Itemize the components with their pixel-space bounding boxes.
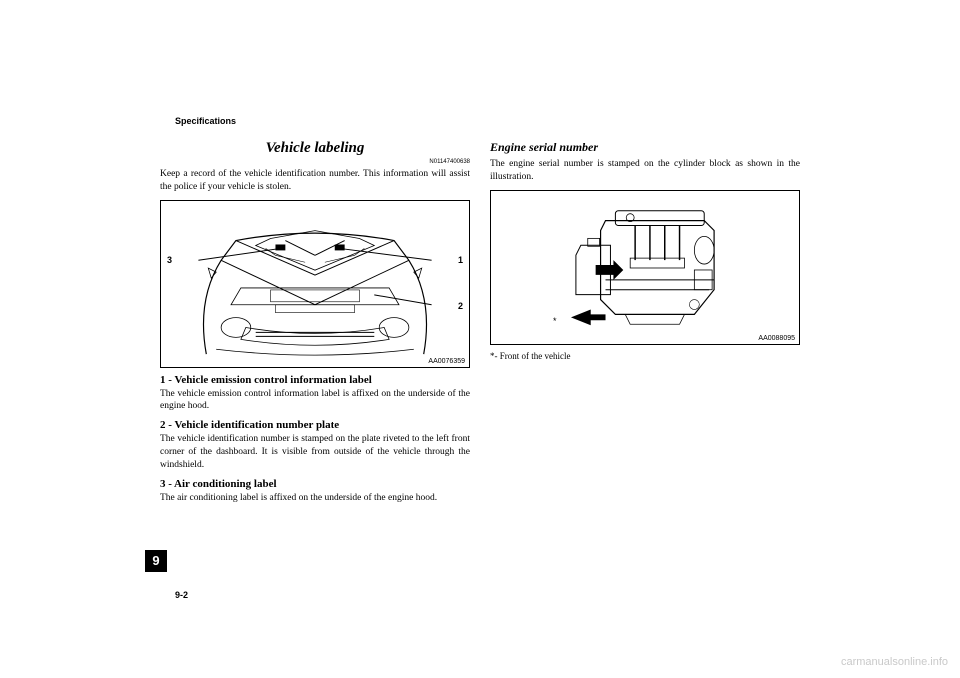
section-1-heading: 1 - Vehicle emission control information… xyxy=(160,374,470,386)
section-2-heading: 2 - Vehicle identification number plate xyxy=(160,419,470,431)
chapter-header: Specifications xyxy=(175,116,236,126)
figure-id-1: AA0076359 xyxy=(428,358,465,365)
section-3-heading: 3 - Air conditioning label xyxy=(160,478,470,490)
page-number: 9-2 xyxy=(175,590,188,600)
section-1-text: The vehicle emission control information… xyxy=(160,388,470,414)
intro-text: Keep a record of the vehicle identificat… xyxy=(160,168,470,194)
vehicle-hood-svg xyxy=(161,201,469,367)
vehicle-hood-figure: 1 2 3 AA0076359 xyxy=(160,200,470,368)
callout-1: 1 xyxy=(458,255,463,265)
callout-2: 2 xyxy=(458,301,463,311)
left-column: Vehicle labeling N01147400638 Keep a rec… xyxy=(160,140,470,511)
watermark: carmanualsonline.info xyxy=(841,656,948,668)
section-3-text: The air conditioning label is affixed on… xyxy=(160,492,470,505)
footnote: *- Front of the vehicle xyxy=(490,351,800,361)
doc-code: N01147400638 xyxy=(160,159,470,165)
engine-figure: * AA0088095 xyxy=(490,190,800,345)
engine-intro: The engine serial number is stamped on t… xyxy=(490,158,800,184)
engine-heading: Engine serial number xyxy=(490,140,800,155)
section-2-text: The vehicle identification number is sta… xyxy=(160,433,470,471)
figure-id-2: AA0088095 xyxy=(758,335,795,342)
content-area: Vehicle labeling N01147400638 Keep a rec… xyxy=(160,140,800,511)
engine-svg xyxy=(491,191,799,344)
chapter-tab: 9 xyxy=(145,550,167,572)
main-heading: Vehicle labeling xyxy=(160,140,470,157)
asterisk-callout: * xyxy=(553,316,557,326)
right-column: Engine serial number The engine serial n… xyxy=(490,140,800,511)
callout-3: 3 xyxy=(167,255,172,265)
